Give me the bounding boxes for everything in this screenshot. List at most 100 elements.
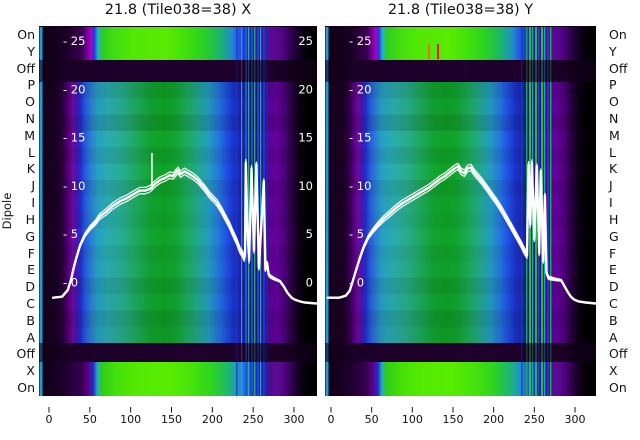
band-dim [39,343,317,362]
row-label: G [25,228,35,244]
row-shade [325,98,596,115]
row-label: J [609,178,613,194]
row-label: E [27,262,35,278]
row-label: Off [609,346,628,362]
row-shade [325,196,596,213]
band-dim [325,60,596,82]
band-dipole-row [39,326,317,344]
inner-scale-label: - 20 [63,82,85,96]
x-tick-label: 250 [523,413,545,426]
row-label: H [25,211,35,227]
inner-scale-label: - 5 [349,227,364,241]
row-label: D [25,279,35,295]
row-label: F [27,245,35,261]
band-dipole-row [325,326,596,344]
row-label: X [26,363,35,379]
panel-title-y: 21.8 (Tile038=38) Y [387,2,534,18]
row-shade [325,147,596,164]
inner-scale-label: - 5 [63,227,78,241]
x-tick-label: 300 [283,413,305,426]
row-label: On [609,26,627,42]
band-dipole-row [39,82,317,99]
x-tick-label: 50 [82,413,97,426]
inner-scale-label: - 15 [63,131,85,145]
band-dipole-row [39,147,317,164]
band-dim [325,343,596,362]
row-label: Y [609,43,617,59]
inner-scale-label: 5 [306,227,313,241]
row-label: O [25,94,35,110]
band-dipole-row [325,130,596,148]
band-dipole-row [325,310,596,328]
row-shade [325,82,596,99]
inner-scale-label: - 0 [63,275,78,289]
row-label: Off [609,60,628,76]
row-label: P [609,77,617,93]
anomaly-stripe [236,27,238,396]
row-label: Off [16,346,35,362]
x-tick-label: 100 [120,413,142,426]
rfi-marker [428,44,430,59]
band-dipole-row [325,147,596,164]
inner-scale-label: - 10 [349,179,371,193]
row-label: I [31,195,35,211]
panel-title-x: 21.8 (Tile038=38) X [104,2,252,18]
inner-scale-label: - 25 [63,34,85,48]
x-tick-label: 50 [364,413,379,426]
x-tick-label: 0 [327,413,335,426]
row-label: J [31,178,35,194]
row-label: L [609,144,616,160]
inner-scale-label: - 20 [349,82,371,96]
row-label: B [26,312,35,328]
row-shade [39,114,317,132]
inner-scale-label: 10 [298,179,313,193]
row-label: On [17,380,35,396]
x-tick-label: 200 [201,413,223,426]
row-shade [39,98,317,115]
row-label: K [609,161,618,177]
x-tick-label: 100 [401,413,423,426]
row-shade [39,245,317,262]
row-label: M [24,127,35,143]
band-on-bottom [325,362,596,396]
anomaly-stripe [550,27,552,396]
x-tick-label: 300 [564,413,586,426]
inner-scale-label: - 25 [349,34,371,48]
band-dipole-row [325,114,596,132]
row-shade [39,196,317,213]
row-label: L [28,144,35,160]
band-dipole-row [39,277,317,295]
bandpass-curve [52,165,318,305]
anomaly-stripe [266,27,268,396]
heatmap-panel-y: - 25 - 20 - 15 - 10 - 5 - 0 [325,26,598,420]
edge-bright-line [325,27,329,396]
row-shade [325,212,596,230]
row-label: Off [16,60,35,76]
edge-bright-line [39,27,43,396]
row-shade [39,310,317,328]
anomaly-stripe [241,27,243,396]
row-label: P [27,77,35,93]
row-label: B [609,312,618,328]
row-shade [325,114,596,132]
row-shade [39,277,317,295]
band-on-bottom [39,362,317,396]
x-tick-label: 200 [483,413,505,426]
inner-scale-label: 25 [298,34,313,48]
row-label: I [609,195,613,211]
x-tick-label: 150 [161,413,182,426]
row-shade [325,277,596,295]
heatmap-canvas: - 25 - 20 - 15 - 10 - 5 - 0 [325,26,598,413]
heatmap-panel-x: - 25 25 - 20 20 - 15 15 - 10 10 - 5 5 - 0 0 [39,26,319,420]
row-label: N [25,111,35,126]
band-on-top [39,27,317,60]
row-label: A [26,329,35,345]
row-label: A [609,329,618,345]
heatmap-canvas: - 25 25 - 20 20 - 15 15 - 10 10 - 5 5 - 0 0 [39,26,319,413]
row-shade [39,294,317,311]
band-dipole-row [39,294,317,311]
x-tick-label: 0 [45,413,53,426]
row-label: M [609,127,620,143]
row-label: K [26,161,35,177]
